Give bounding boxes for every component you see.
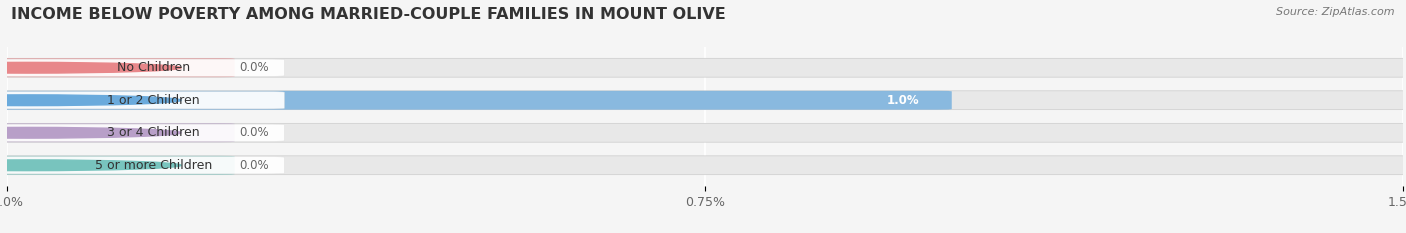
FancyBboxPatch shape — [0, 91, 1406, 110]
Text: 0.0%: 0.0% — [239, 61, 269, 74]
FancyBboxPatch shape — [0, 124, 284, 141]
Text: No Children: No Children — [117, 61, 190, 74]
FancyBboxPatch shape — [0, 123, 235, 142]
FancyBboxPatch shape — [0, 156, 235, 175]
FancyBboxPatch shape — [0, 58, 1406, 77]
FancyBboxPatch shape — [0, 157, 284, 174]
Text: 0.0%: 0.0% — [239, 126, 269, 139]
Text: INCOME BELOW POVERTY AMONG MARRIED-COUPLE FAMILIES IN MOUNT OLIVE: INCOME BELOW POVERTY AMONG MARRIED-COUPL… — [11, 7, 725, 22]
Text: 0.0%: 0.0% — [239, 159, 269, 172]
FancyBboxPatch shape — [0, 156, 1406, 175]
FancyBboxPatch shape — [0, 91, 952, 110]
FancyBboxPatch shape — [0, 59, 284, 76]
FancyBboxPatch shape — [0, 92, 284, 109]
Text: 1 or 2 Children: 1 or 2 Children — [107, 94, 200, 107]
Text: Source: ZipAtlas.com: Source: ZipAtlas.com — [1277, 7, 1395, 17]
Text: 3 or 4 Children: 3 or 4 Children — [107, 126, 200, 139]
Circle shape — [0, 95, 181, 106]
Circle shape — [0, 62, 181, 73]
Circle shape — [0, 160, 181, 171]
Text: 1.0%: 1.0% — [887, 94, 920, 107]
FancyBboxPatch shape — [0, 123, 1406, 142]
Text: 5 or more Children: 5 or more Children — [94, 159, 212, 172]
Circle shape — [0, 127, 181, 138]
FancyBboxPatch shape — [0, 58, 235, 77]
